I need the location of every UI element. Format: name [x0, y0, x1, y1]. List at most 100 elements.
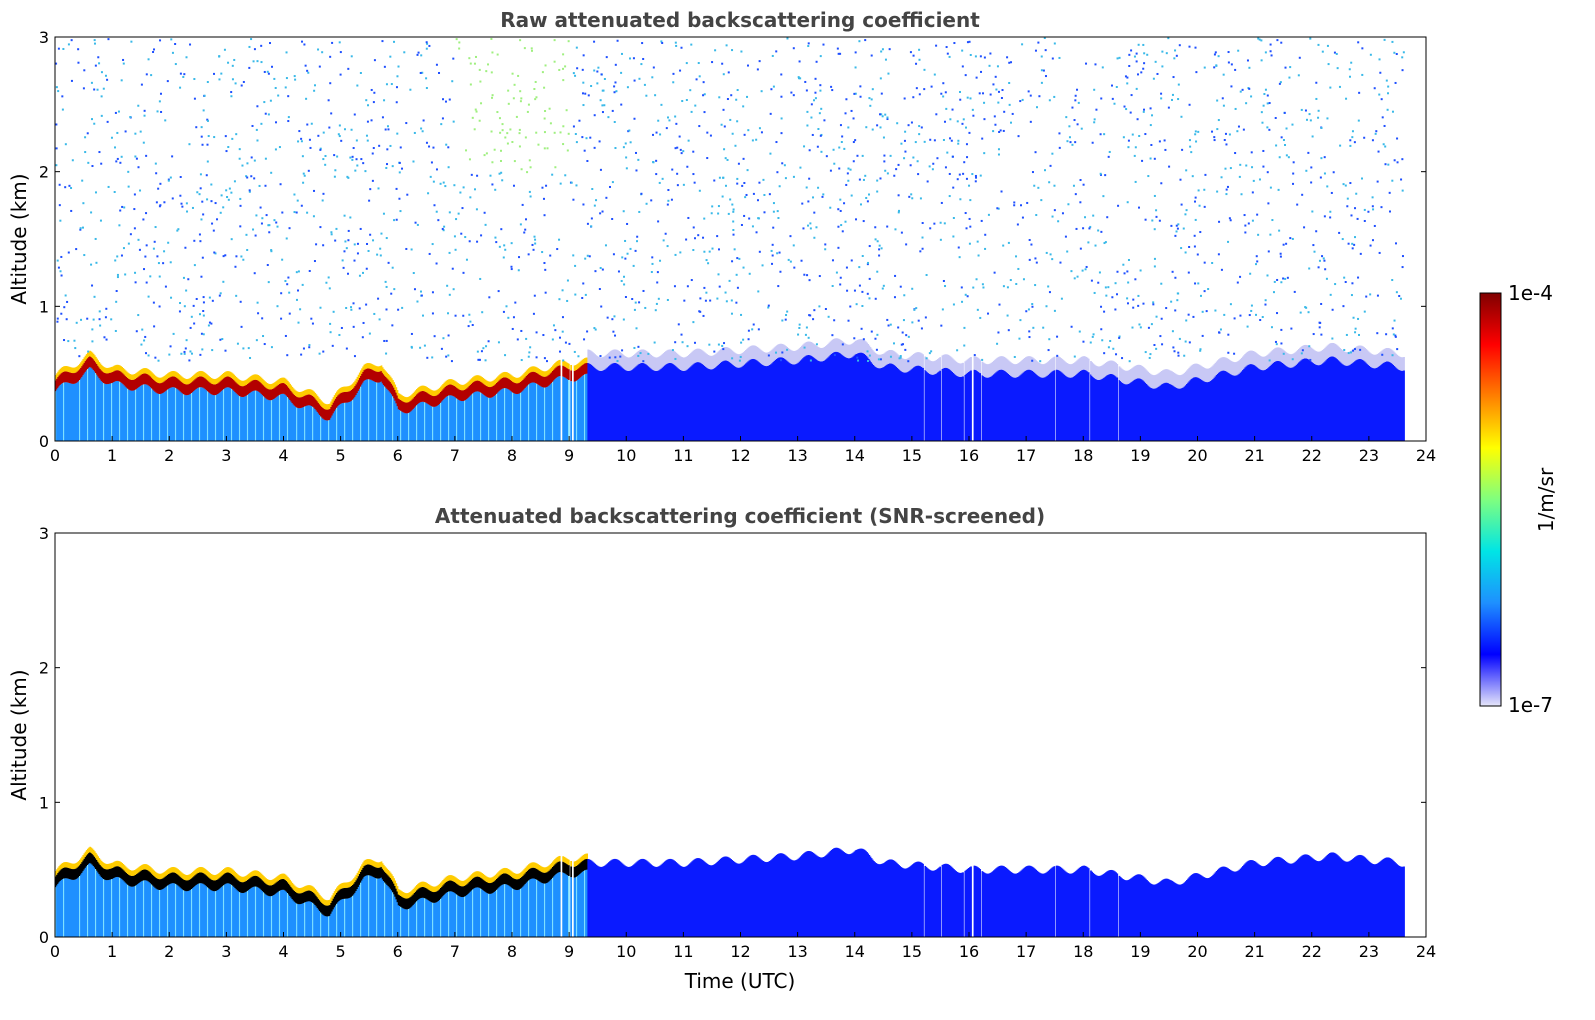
heatmap-haze [931, 361, 934, 375]
heatmap-layer-band [105, 373, 108, 385]
heatmap-column [98, 378, 101, 441]
heatmap-noise [847, 167, 850, 170]
heatmap-noise [603, 78, 606, 81]
heatmap-haze [667, 349, 670, 364]
heatmap-noise [294, 78, 297, 81]
heatmap-layer-edge [324, 403, 327, 410]
heatmap-noise [1387, 85, 1390, 88]
heatmap-noise [372, 239, 375, 242]
heatmap-layer-edge [267, 383, 270, 390]
heatmap-column [542, 387, 545, 441]
heatmap-noise [90, 263, 93, 266]
heatmap-noise [813, 236, 816, 239]
heatmap-layer-edge [149, 371, 152, 377]
heatmap-layer-edge [194, 373, 197, 380]
heatmap-column [691, 365, 694, 441]
heatmap-layer-edge [233, 374, 235, 381]
heatmap-noise [1008, 103, 1011, 106]
heatmap-layer-band [225, 376, 227, 388]
heatmap-column [126, 388, 129, 441]
heatmap-noise [303, 43, 306, 46]
heatmap-column [233, 390, 235, 441]
heatmap-noise [926, 180, 929, 183]
heatmap-noise [1059, 261, 1062, 264]
heatmap-column [702, 364, 705, 441]
heatmap-haze [713, 355, 715, 369]
heatmap-layer-edge [157, 377, 160, 384]
heatmap-haze [1130, 369, 1132, 383]
heatmap-noise [367, 249, 370, 252]
heatmap-noise [376, 253, 379, 256]
heatmap-column [304, 406, 306, 441]
heatmap-layer-band [100, 370, 103, 382]
heatmap-layer-band [108, 373, 111, 384]
heatmap-noise [586, 330, 589, 333]
heatmap-noise [1106, 216, 1109, 219]
heatmap-noise [1088, 227, 1091, 230]
heatmap-column [692, 364, 695, 441]
heatmap-layer-band [448, 384, 450, 396]
heatmap-noise [457, 212, 460, 215]
heatmap-column [202, 387, 205, 441]
heatmap-noise [171, 51, 174, 54]
heatmap-layer-band [233, 380, 235, 391]
heatmap-layer-band [462, 390, 465, 401]
heatmap-noise [523, 231, 526, 234]
heatmap-column [976, 371, 979, 441]
heatmap-layer-edge [332, 397, 335, 403]
heatmap-column [710, 369, 713, 441]
heatmap-column [157, 393, 160, 441]
heatmap-haze [1282, 349, 1284, 364]
heatmap-noise [202, 314, 205, 317]
heatmap-column [89, 366, 92, 441]
heatmap-layer-band [94, 362, 97, 374]
heatmap-noise [68, 184, 71, 187]
heatmap-noise [647, 352, 650, 355]
heatmap-noise [143, 339, 146, 342]
heatmap-column [573, 381, 576, 441]
heatmap-layer-edge [72, 367, 74, 374]
heatmap-haze [887, 350, 890, 364]
heatmap-layer-band [280, 383, 282, 395]
heatmap-column [529, 383, 531, 441]
heatmap-column [596, 369, 599, 441]
heatmap-haze [1111, 360, 1114, 375]
heatmap-noise [511, 141, 514, 144]
heatmap-noise [253, 272, 256, 275]
heatmap-column [291, 403, 294, 441]
heatmap-noise [1291, 237, 1294, 240]
heatmap-noise [847, 319, 850, 322]
heatmap-column [890, 363, 892, 441]
heatmap-column [747, 361, 750, 441]
heatmap-noise [70, 187, 73, 190]
heatmap-noise [1074, 99, 1077, 102]
heatmap-noise [1000, 190, 1003, 193]
heatmap-column [1315, 364, 1317, 441]
heatmap-noise [818, 112, 821, 115]
heatmap-layer-band [371, 369, 374, 381]
heatmap-column [1242, 370, 1244, 441]
heatmap-layer-edge [489, 381, 491, 388]
heatmap-layer-edge [505, 372, 507, 378]
heatmap-noise [1035, 214, 1038, 217]
heatmap-layer-edge [442, 384, 445, 390]
heatmap-noise [596, 70, 599, 73]
heatmap-haze [1239, 359, 1242, 373]
heatmap-column [794, 364, 796, 441]
heatmap-haze [1019, 362, 1022, 376]
heatmap-column [217, 394, 219, 441]
heatmap-noise [432, 146, 435, 149]
heatmap-noise [310, 317, 313, 320]
heatmap-noise [723, 148, 726, 151]
heatmap-noise [625, 156, 628, 159]
heatmap-noise [141, 328, 144, 331]
heatmap-haze [661, 354, 664, 368]
heatmap-noise [1174, 49, 1177, 52]
heatmap-haze [796, 349, 799, 364]
heatmap-noise [1143, 62, 1146, 65]
heatmap-haze [990, 362, 993, 377]
heatmap-haze [1375, 354, 1378, 368]
heatmap-noise [559, 131, 562, 134]
heatmap-haze [621, 354, 624, 368]
heatmap-noise [70, 39, 73, 42]
